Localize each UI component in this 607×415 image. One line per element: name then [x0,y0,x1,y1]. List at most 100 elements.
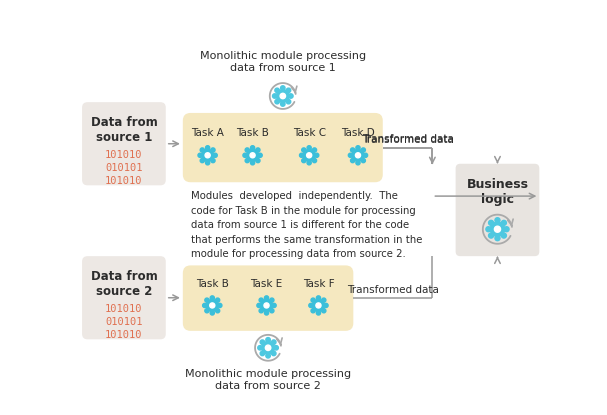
Circle shape [206,300,219,311]
Circle shape [205,298,209,302]
Circle shape [200,159,205,163]
Circle shape [262,342,274,354]
Text: Transformed data: Transformed data [347,285,439,295]
Circle shape [489,233,493,238]
Circle shape [489,220,493,225]
Circle shape [259,298,263,302]
Circle shape [243,153,247,157]
Circle shape [210,296,214,300]
Text: Task C: Task C [293,128,326,138]
Circle shape [260,351,265,356]
Circle shape [302,148,306,152]
Circle shape [352,149,364,161]
Circle shape [309,303,313,308]
Circle shape [348,153,353,157]
Circle shape [275,88,279,93]
Circle shape [495,226,501,232]
Circle shape [264,303,269,308]
Circle shape [307,161,311,165]
Circle shape [361,148,365,152]
Circle shape [299,153,304,157]
Circle shape [209,303,215,308]
Circle shape [270,309,274,313]
Circle shape [200,148,205,152]
Circle shape [245,148,249,152]
Circle shape [324,303,328,308]
Circle shape [265,345,271,351]
Circle shape [495,218,500,223]
Text: Task B: Task B [196,279,229,289]
Text: Task A: Task A [191,128,224,138]
Circle shape [251,146,255,150]
Circle shape [259,309,263,313]
Circle shape [364,153,368,157]
Circle shape [205,153,210,158]
Circle shape [280,102,285,106]
Circle shape [211,159,215,163]
Text: Task F: Task F [303,279,334,289]
Circle shape [311,298,315,302]
Circle shape [280,93,285,99]
Circle shape [303,149,315,161]
Circle shape [495,236,500,241]
Circle shape [486,227,491,232]
Circle shape [258,346,262,350]
Circle shape [245,159,249,163]
Text: Monolithic module processing
data from source 2: Monolithic module processing data from s… [185,369,351,391]
Circle shape [273,94,277,98]
Circle shape [250,153,255,158]
Circle shape [246,149,259,161]
Circle shape [276,90,290,103]
Circle shape [287,88,291,93]
Text: Data from
source 1: Data from source 1 [90,116,157,144]
Circle shape [218,303,222,308]
Circle shape [260,340,265,344]
Circle shape [266,354,270,358]
Text: Business
logic: Business logic [466,178,529,205]
Circle shape [501,233,506,238]
Circle shape [256,148,260,152]
Circle shape [504,227,509,232]
Circle shape [501,220,506,225]
Circle shape [206,161,209,165]
Circle shape [322,298,326,302]
Circle shape [256,159,260,163]
Circle shape [271,351,276,356]
FancyBboxPatch shape [183,266,353,331]
Text: Transformed data: Transformed data [362,134,453,144]
Circle shape [275,100,279,104]
Text: Task E: Task E [251,279,283,289]
Text: 101010
010101
101010: 101010 010101 101010 [105,304,143,340]
Circle shape [272,303,276,308]
FancyBboxPatch shape [183,113,383,182]
Circle shape [288,94,293,98]
Circle shape [356,153,361,158]
Circle shape [206,146,209,150]
Circle shape [350,148,354,152]
Circle shape [260,300,273,311]
Circle shape [251,161,255,165]
Text: Modules  developed  independently.  The
code for Task B in the module for proces: Modules developed independently. The cod… [191,191,422,259]
Circle shape [302,159,306,163]
Circle shape [490,222,505,237]
Circle shape [307,146,311,150]
Circle shape [270,298,274,302]
Text: Task B: Task B [236,128,269,138]
Circle shape [356,146,360,150]
Circle shape [313,159,317,163]
Circle shape [215,309,220,313]
Circle shape [266,337,270,342]
Circle shape [361,159,365,163]
Text: 101010
010101
101010: 101010 010101 101010 [105,150,143,186]
Circle shape [314,153,319,157]
Circle shape [313,148,317,152]
Circle shape [307,153,312,158]
Circle shape [265,296,269,300]
Circle shape [280,86,285,90]
Circle shape [265,311,269,315]
FancyBboxPatch shape [456,164,540,256]
Circle shape [274,346,279,350]
Circle shape [316,303,321,308]
Circle shape [205,309,209,313]
Circle shape [211,148,215,152]
